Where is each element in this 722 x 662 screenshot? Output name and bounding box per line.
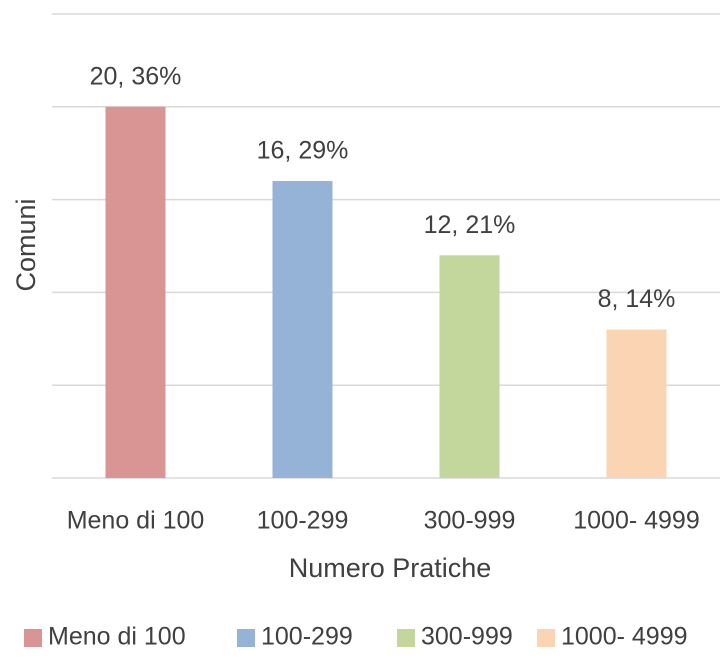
legend-label: 100-299	[261, 623, 353, 651]
y-axis-label: Comuni	[11, 198, 41, 291]
value-label: 20, 36%	[90, 62, 182, 90]
legend-swatch	[537, 629, 555, 647]
legend-label: 1000- 4999	[561, 623, 688, 651]
bar	[439, 255, 500, 478]
legend-label: 300-999	[421, 623, 513, 651]
x-axis-label: Numero Pratiche	[289, 553, 492, 583]
x-tick-label: 100-299	[257, 507, 349, 535]
bar	[272, 181, 333, 479]
legend-label: Meno di 100	[48, 623, 186, 651]
x-tick-label: Meno di 100	[67, 507, 205, 535]
value-label: 16, 29%	[257, 137, 349, 165]
x-tick-label: 1000- 4999	[573, 507, 700, 535]
bar	[105, 106, 166, 479]
value-label: 12, 21%	[424, 211, 516, 239]
bar	[606, 329, 667, 478]
legend-swatch	[397, 629, 415, 647]
legend-swatch	[237, 629, 255, 647]
x-tick-label: 300-999	[424, 507, 516, 535]
value-label: 8, 14%	[598, 285, 676, 313]
legend-swatch	[24, 629, 42, 647]
